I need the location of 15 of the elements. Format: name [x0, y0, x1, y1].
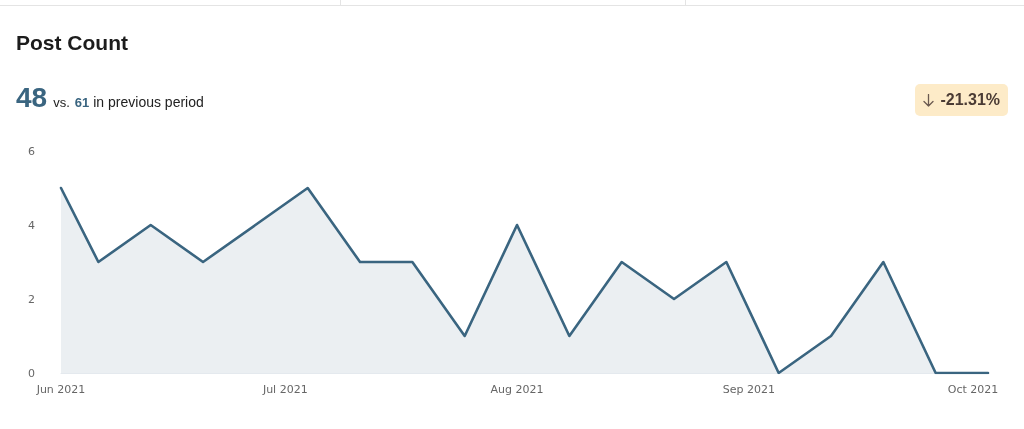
x-tick-label: Jun 2021	[35, 383, 86, 396]
chart-title: Post Count	[16, 31, 128, 55]
y-tick-label: 6	[28, 144, 35, 158]
x-tick-label: Sep 2021	[722, 383, 775, 396]
y-tick-label: 4	[28, 218, 35, 232]
x-tick-label: Jul 2021	[261, 383, 308, 396]
x-tick-label: Aug 2021	[490, 383, 544, 396]
x-tick-label: Oct 2021	[947, 383, 999, 396]
y-tick-label: 0	[28, 366, 35, 380]
y-tick-label: 2	[28, 292, 35, 306]
text: -21.31%	[940, 91, 1000, 109]
text: 61	[74, 95, 90, 110]
text: 48	[16, 82, 48, 114]
text: vs.	[53, 95, 70, 110]
text: in previous period	[93, 94, 204, 110]
